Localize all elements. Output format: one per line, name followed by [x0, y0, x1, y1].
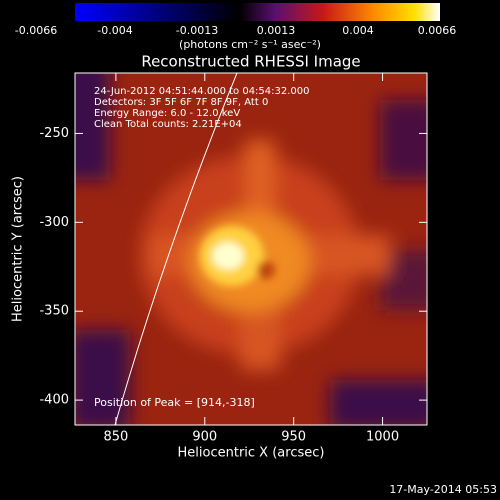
colorbar-tick-label: -0.0013: [176, 24, 218, 37]
chart-title: Reconstructed RHESSI Image: [141, 53, 360, 71]
x-tick-label: 850: [103, 430, 128, 445]
annotation: 24-Jun-2012 04:51:44.000 to 04:54:32.000: [94, 86, 310, 97]
x-tick-label: 950: [281, 430, 306, 445]
peak-label: Position of Peak = [914,-318]: [94, 396, 255, 409]
y-tick-label: -350: [39, 304, 69, 319]
y-tick-label: -300: [39, 215, 69, 230]
x-axis-label: Heliocentric X (arcsec): [178, 446, 325, 461]
colorbar: [75, 3, 440, 21]
image: [75, 73, 427, 425]
x-tick-label: 1000: [366, 430, 399, 445]
annotation: Energy Range: 6.0 - 12.0 keV: [94, 108, 240, 119]
colorbar-tick-label: 0.0013: [257, 24, 296, 37]
x-tick-label: 900: [192, 430, 217, 445]
y-tick-label: -400: [39, 393, 69, 408]
colorbar-tick-label: -0.004: [97, 24, 132, 37]
colorbar-tick-label: 0.0066: [418, 24, 457, 37]
colorbar-label: (photons cm⁻² s⁻¹ asec⁻²): [179, 38, 321, 51]
annotation: Clean Total counts: 2.21E+04: [94, 119, 242, 130]
footer: 17-May-2014 05:53: [389, 483, 497, 496]
colorbar-tick-label: 0.004: [342, 24, 374, 37]
y-axis-label: Heliocentric Y (arcsec): [11, 176, 26, 322]
plot-frame: [74, 72, 428, 426]
annotation: Detectors: 3F 5F 6F 7F 8F 9F, Att 0: [94, 97, 268, 108]
colorbar-tick-label: -0.0066: [15, 24, 57, 37]
y-tick-label: -250: [39, 126, 69, 141]
